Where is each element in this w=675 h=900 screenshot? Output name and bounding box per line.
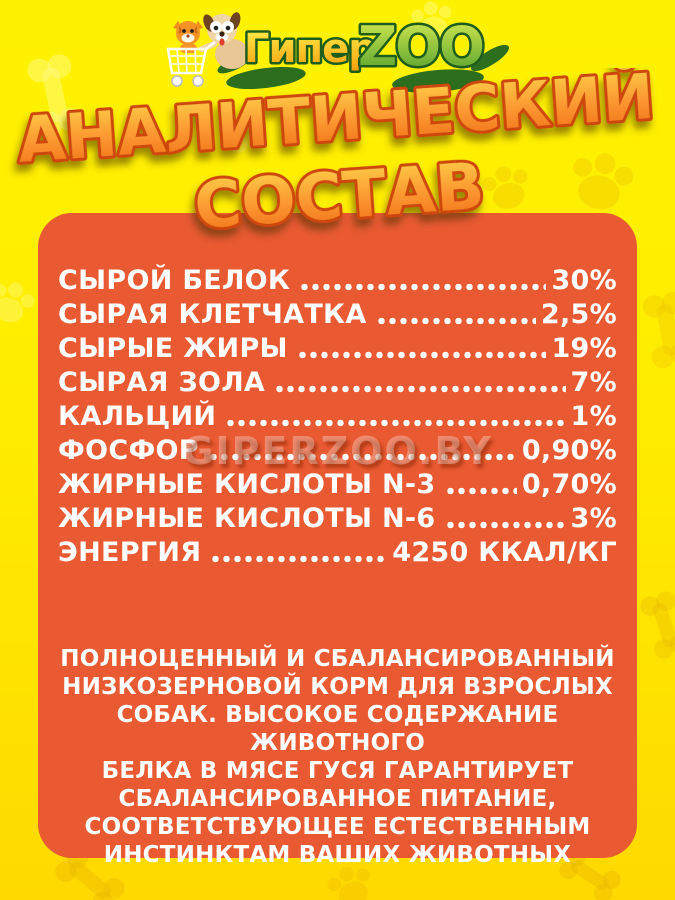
nutrient-value: 1%: [570, 400, 617, 432]
nutrient-value: 19%: [551, 332, 617, 364]
dot-leader: [444, 521, 566, 529]
composition-row: СЫРАЯ ЗОЛА 7%: [58, 365, 617, 399]
nutrient-value: 7%: [570, 366, 617, 398]
composition-row: СЫРОЙ БЕЛОК 30%: [58, 263, 617, 297]
dot-leader: [375, 317, 536, 325]
dot-leader: [296, 351, 547, 359]
brand-name-part1: Гипер: [244, 26, 376, 72]
nutrient-value: 3%: [570, 502, 617, 534]
mascot-cat: [173, 21, 203, 53]
dot-leader: [225, 419, 566, 427]
composition-panel: СЫРОЙ БЕЛОК 30% СЫРАЯ КЛЕТЧАТКА 2,5% СЫР…: [38, 213, 637, 868]
nutrient-label: СЫРЫЕ ЖИРЫ: [58, 332, 288, 364]
composition-row: ЭНЕРГИЯ 4250 ККАЛ/КГ: [58, 535, 617, 569]
nutrient-value: 4250 ККАЛ/КГ: [392, 536, 617, 568]
description-line: БЕЛКА В МЯСЕ ГУСЯ ГАРАНТИРУЕТ: [101, 758, 574, 784]
nutrient-label: ФОСФОР: [58, 434, 199, 466]
composition-row: СЫРЫЕ ЖИРЫ 19%: [58, 331, 617, 365]
nutrient-value: 0,70%: [521, 468, 617, 500]
nutrient-label: СЫРОЙ БЕЛОК: [58, 264, 291, 296]
description-line: СООТВЕТСТВУЮЩЕЕ ЕСТЕСТВЕННЫМ: [84, 814, 591, 840]
dot-leader: [444, 487, 517, 495]
nutrient-label: ЖИРНЫЕ КИСЛОТЫ N-6: [58, 502, 436, 534]
dot-leader: [207, 453, 517, 461]
composition-list: СЫРОЙ БЕЛОК 30% СЫРАЯ КЛЕТЧАТКА 2,5% СЫР…: [58, 263, 617, 569]
nutrient-value: 0,90%: [521, 434, 617, 466]
description-line: СБАЛАНСИРОВАННОЕ ПИТАНИЕ,: [118, 786, 557, 812]
mascot-cart: [166, 41, 216, 87]
dot-leader: [210, 555, 388, 563]
description-line: НИЗКОЗЕРНОВОЙ КОРМ ДЛЯ ВЗРОСЛЫХ: [62, 674, 613, 700]
title-line-2: СОСТАВ: [192, 150, 487, 244]
mascot-dog: [199, 12, 249, 69]
composition-row: СЫРАЯ КЛЕТЧАТКА 2,5%: [58, 297, 617, 331]
nutrient-label: СЫРАЯ ЗОЛА: [58, 366, 266, 398]
nutrient-label: ЭНЕРГИЯ: [58, 536, 202, 568]
nutrient-label: КАЛЬЦИЙ: [58, 400, 217, 432]
dot-leader: [274, 385, 566, 393]
product-description: ПОЛНОЦЕННЫЙ И СБАЛАНСИРОВАННЫЙ НИЗКОЗЕРН…: [58, 645, 617, 869]
nutrient-label: ЖИРНЫЕ КИСЛОТЫ N-3: [58, 468, 436, 500]
description-line: СОБАК. ВЫСОКОЕ СОДЕРЖАНИЕ ЖИВОТНОГО: [116, 702, 559, 756]
nutrient-value: 2,5%: [540, 298, 617, 330]
composition-row: ФОСФОР 0,90%: [58, 433, 617, 467]
description-line: ПОЛНОЦЕННЫЙ И СБАЛАНСИРОВАННЫЙ: [60, 646, 615, 672]
dot-leader: [299, 283, 547, 291]
composition-row: КАЛЬЦИЙ 1%: [58, 399, 617, 433]
brand-name-part2: ZOO: [358, 15, 483, 78]
composition-row: ЖИРНЫЕ КИСЛОТЫ N-6 3%: [58, 501, 617, 535]
nutrient-value: 30%: [551, 264, 617, 296]
nutrient-label: СЫРАЯ КЛЕТЧАТКА: [58, 298, 367, 330]
page-title: АНАЛИТИЧЕСКИЙ СОСТАВ: [12, 68, 659, 247]
description-line: ИНСТИНКТАМ ВАШИХ ЖИВОТНЫХ: [103, 842, 572, 868]
brand-logo: Гипер ZOO: [166, 12, 510, 93]
mascot: [166, 12, 249, 87]
composition-row: ЖИРНЫЕ КИСЛОТЫ N-3 0,70%: [58, 467, 617, 501]
